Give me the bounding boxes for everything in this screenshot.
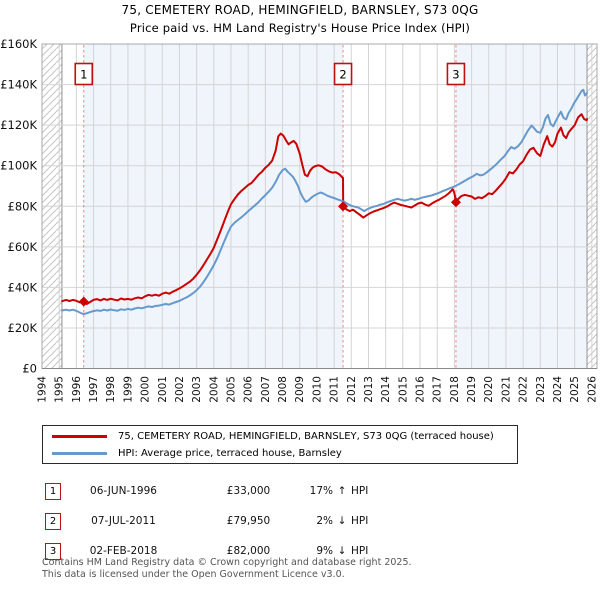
y-tick-label: £40K [8,280,38,294]
down-arrow-icon: ↓ [337,515,347,527]
y-tick-label: £80K [8,199,38,213]
property-series-swatch-icon [52,434,107,438]
sale-number-box-label-2: 2 [339,68,346,82]
y-tick-label: £20K [8,321,38,335]
x-tick-label: 2020 [483,376,495,403]
y-tick-label: £0 [22,362,37,376]
sale-number-badge: 1 [45,482,61,500]
sale-hpi-label: HPI [351,485,369,497]
sale-hpi-percent: 9% [316,545,333,557]
sale-number-badge: 2 [45,512,61,530]
x-tick-label: 1998 [105,376,117,403]
sale-price: £79,950 [226,515,271,527]
x-tick-label: 1995 [54,376,66,403]
sale-number-box-1 [74,62,94,86]
x-tick-label: 1997 [88,376,100,403]
x-tick-label: 2022 [518,376,530,403]
table-row: 1 06-JUN-1996 £33,000 17% ↑ HPI [42,476,382,506]
sale-date: 06-JUN-1996 [90,485,157,497]
x-tick-label: 1999 [122,376,134,403]
x-tick-label: 2004 [208,376,220,403]
sale-hpi-percent: 17% [309,485,333,497]
legend-item-hpi: HPI: Average price, terraced house, Barn… [43,445,517,462]
legend-label-hpi: HPI: Average price, terraced house, Barn… [118,447,342,459]
sale-date: 02-FEB-2018 [89,545,158,557]
x-tick-label: 2016 [415,376,427,403]
y-tick-label: £160K [0,37,37,51]
sale-hpi-label: HPI [351,515,369,527]
hpi-series-swatch-icon [52,451,107,455]
sale-number-box-2 [333,62,353,86]
x-tick-label: 2001 [157,376,169,403]
x-tick-label: 2025 [569,376,581,403]
sale-number-box-label-3: 3 [452,68,459,82]
up-arrow-icon: ↑ [337,485,347,497]
legend-item-property: 75, CEMETERY ROAD, HEMINGFIELD, BARNSLEY… [43,428,517,445]
chart-legend: 75, CEMETERY ROAD, HEMINGFIELD, BARNSLEY… [42,425,518,464]
x-tick-label: 2019 [466,376,478,403]
x-tick-label: 2010 [311,376,323,403]
sale-price: £33,000 [226,485,271,497]
x-tick-label: 2021 [500,376,512,403]
x-tick-label: 2003 [191,376,203,403]
x-tick-label: 2009 [294,376,306,403]
x-tick-label: 2023 [535,376,547,403]
x-tick-label: 2014 [380,376,392,403]
sale-hpi-diff: 9% ↓ HPI [299,545,368,557]
sales-table: 1 06-JUN-1996 £33,000 17% ↑ HPI 2 07-JUL… [42,476,382,566]
table-row: 2 07-JUL-2011 £79,950 2% ↓ HPI [42,506,382,536]
x-tick-label: 2006 [243,376,255,403]
price-history-chart: 1 2 3 £0 £20K £40K £60K £80K £100K £120K £140K £160… [0,37,598,403]
legend-label-property: 75, CEMETERY ROAD, HEMINGFIELD, BARNSLEY… [118,430,494,442]
x-tick-label: 2012 [346,376,358,403]
x-tick-label: 2013 [363,376,375,403]
x-tick-label: 2024 [552,376,564,403]
sale-marker-diamond-1 [78,296,89,307]
sale-hpi-percent: 2% [316,515,333,527]
property-series-line [61,113,588,305]
sale-number-box-3 [446,62,466,86]
y-tick-label: £100K [0,159,37,173]
x-tick-label: 2007 [260,376,272,403]
x-tick-label: 2002 [174,376,186,403]
y-tick-label: £140K [0,78,37,92]
sale-number-badge: 3 [45,542,61,560]
sale-date: 07-JUL-2011 [91,515,156,527]
sale-marker-diamond-2 [338,201,349,212]
x-tick-label: 1994 [37,376,49,403]
page-subtitle: Price paid vs. HM Land Registry's House … [129,21,471,35]
x-tick-label: 2026 [586,376,598,403]
table-row: 3 02-FEB-2018 £82,000 9% ↓ HPI [42,536,382,566]
sale-marker-diamond-3 [450,197,461,208]
y-tick-label: £120K [0,118,37,132]
y-tick-label: £60K [8,240,38,254]
x-tick-label: 2017 [432,376,444,403]
copyright-line1: Contains HM Land Registry data © Crown c… [42,557,412,568]
copyright-footer: Contains HM Land Registry data © Crown c… [42,557,412,580]
x-tick-label: 2011 [329,376,341,403]
sale-price: £82,000 [226,545,271,557]
x-tick-label: 2015 [397,376,409,403]
sale-hpi-diff: 17% ↑ HPI [299,485,369,497]
hpi-series-line [61,88,588,316]
down-arrow-icon: ↓ [337,545,347,557]
sale-number-box-label-1: 1 [80,68,87,82]
x-tick-label: 2005 [226,376,238,403]
sale-hpi-label: HPI [351,545,369,557]
sale-hpi-diff: 2% ↓ HPI [299,515,368,527]
x-tick-label: 2000 [140,376,152,403]
x-tick-label: 2008 [277,376,289,403]
x-tick-label: 1996 [71,376,83,403]
page-title: 75, CEMETERY ROAD, HEMINGFIELD, BARNSLEY… [121,3,479,17]
copyright-line2: This data is licensed under the Open Gov… [42,568,345,580]
x-tick-label: 2018 [449,376,461,403]
